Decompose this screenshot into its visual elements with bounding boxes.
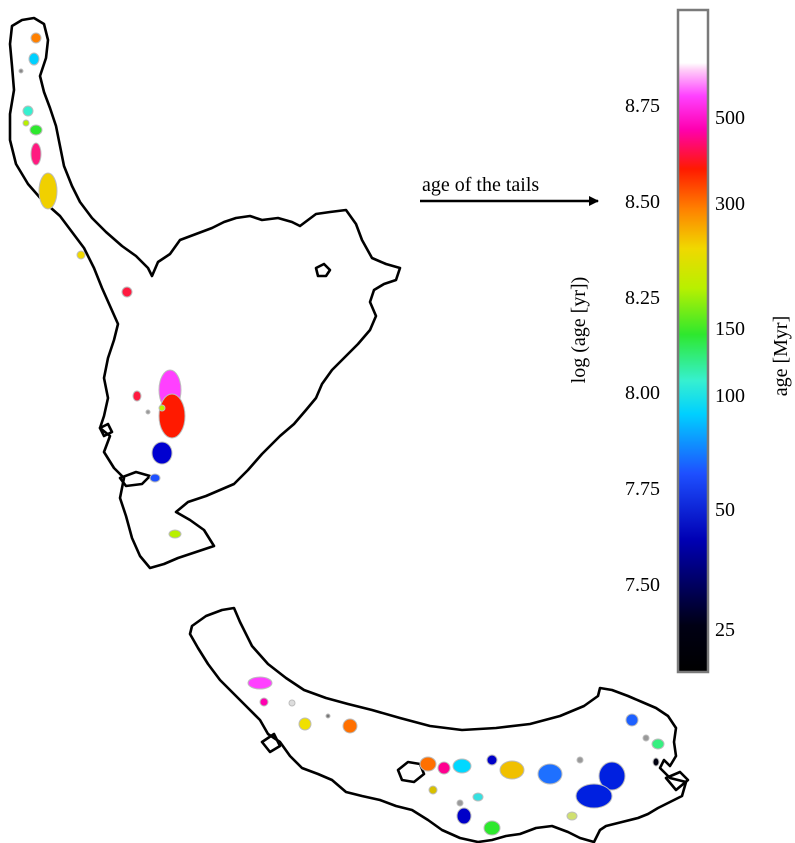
upper-tail-outline [8,16,402,570]
star-cluster [652,757,660,767]
star-cluster [149,473,161,483]
upper-tail-region [8,16,402,570]
star-cluster [598,761,626,791]
star-cluster [428,785,438,795]
star-cluster [625,713,639,727]
lower-island-outline [396,760,426,784]
star-cluster [30,32,42,44]
star-cluster [151,441,173,465]
log-tick-label: 8.25 [625,287,660,309]
lower-tail-outline [188,606,688,843]
star-cluster [576,756,584,764]
star-cluster [483,820,501,836]
myr-tick-label: 500 [715,107,745,129]
star-cluster [298,717,312,731]
star-cluster [575,783,613,809]
star-cluster [145,409,151,415]
star-cluster [486,754,498,766]
star-cluster [22,119,30,127]
lower-island-outline [664,770,690,792]
star-cluster [247,676,273,690]
colorbar-frame [676,8,710,674]
upper-tail-clusters [18,32,186,539]
star-cluster [566,811,578,821]
upper-island-outline [98,422,114,438]
colorbar-left-ticks: 8.75 8.50 8.25 8.00 7.75 7.50 [625,95,660,596]
star-cluster [456,799,464,807]
upper-island-outline [118,470,152,488]
star-cluster [76,250,86,260]
star-cluster [132,390,142,402]
age-colorbar: 8.75 8.50 8.25 8.00 7.75 7.50 500 300 15… [568,8,792,674]
star-cluster [419,756,437,772]
star-cluster [325,713,331,719]
star-cluster [168,529,182,539]
colorbar-gradient [678,10,708,672]
star-cluster [18,68,24,74]
upper-island-outline [314,262,332,278]
star-cluster [537,763,563,785]
star-cluster [158,404,166,412]
star-cluster [28,52,40,66]
log-tick-label: 8.75 [625,95,660,117]
star-cluster [342,718,358,734]
lower-tail-clusters [247,676,665,836]
star-cluster [30,142,42,166]
tail-age-arrow: age of the tails [420,174,599,206]
lower-tail-region [188,606,690,843]
myr-tick-label: 50 [715,499,735,521]
star-cluster [38,172,58,210]
log-tick-label: 8.00 [625,382,660,404]
log-tick-label: 7.75 [625,478,660,500]
star-cluster [472,792,484,802]
log-tick-label: 7.50 [625,574,660,596]
myr-axis-title: age [Myr] [770,316,792,397]
arrow-label: age of the tails [422,174,539,196]
log-tick-label: 8.50 [625,191,660,213]
star-cluster [121,286,133,298]
star-cluster [437,761,451,775]
star-cluster [288,699,296,707]
star-cluster [499,760,525,780]
star-cluster [456,807,472,825]
star-cluster [642,734,650,742]
star-cluster [158,393,186,439]
myr-tick-label: 25 [715,619,735,641]
star-cluster [29,124,43,136]
lower-island-outline [260,732,282,754]
star-cluster [452,758,472,774]
myr-tick-label: 100 [715,385,745,407]
star-cluster [22,105,34,117]
log-axis-title: log (age [yr]) [568,277,590,384]
myr-tick-label: 150 [715,318,745,340]
star-cluster [259,697,269,707]
colorbar-right-ticks: 500 300 150 100 50 25 [715,107,745,641]
star-cluster [651,738,665,750]
myr-tick-label: 300 [715,193,745,215]
